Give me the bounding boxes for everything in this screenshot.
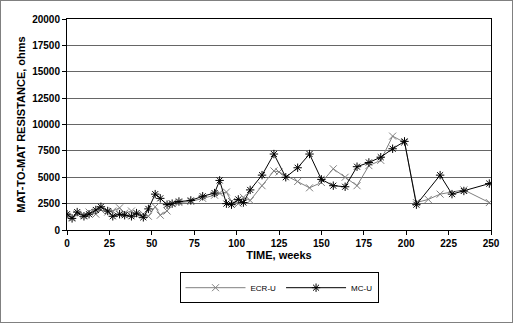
svg-text:MAT-TO-MAT RESISTANCE, ohms: MAT-TO-MAT RESISTANCE, ohms	[15, 36, 27, 212]
svg-text:MC-U: MC-U	[351, 284, 372, 293]
svg-text:25: 25	[104, 238, 116, 249]
svg-text:ECR-U: ECR-U	[251, 284, 277, 293]
svg-text:150: 150	[313, 238, 330, 249]
svg-text:175: 175	[355, 238, 372, 249]
svg-text:10000: 10000	[32, 119, 60, 130]
svg-text:7500: 7500	[38, 145, 61, 156]
svg-text:50: 50	[146, 238, 158, 249]
svg-text:20000: 20000	[32, 14, 60, 25]
svg-text:75: 75	[189, 238, 201, 249]
svg-text:2500: 2500	[38, 198, 61, 209]
svg-text:200: 200	[398, 238, 415, 249]
svg-text:0: 0	[54, 225, 60, 236]
svg-text:250: 250	[483, 238, 500, 249]
svg-text:100: 100	[228, 238, 245, 249]
svg-text:15000: 15000	[32, 66, 60, 77]
svg-text:12500: 12500	[32, 93, 60, 104]
svg-text:5000: 5000	[38, 172, 61, 183]
svg-text:17500: 17500	[32, 40, 60, 51]
svg-text:0: 0	[64, 238, 70, 249]
svg-text:225: 225	[440, 238, 457, 249]
svg-text:125: 125	[271, 238, 288, 249]
svg-text:TIME, weeks: TIME, weeks	[246, 249, 311, 261]
